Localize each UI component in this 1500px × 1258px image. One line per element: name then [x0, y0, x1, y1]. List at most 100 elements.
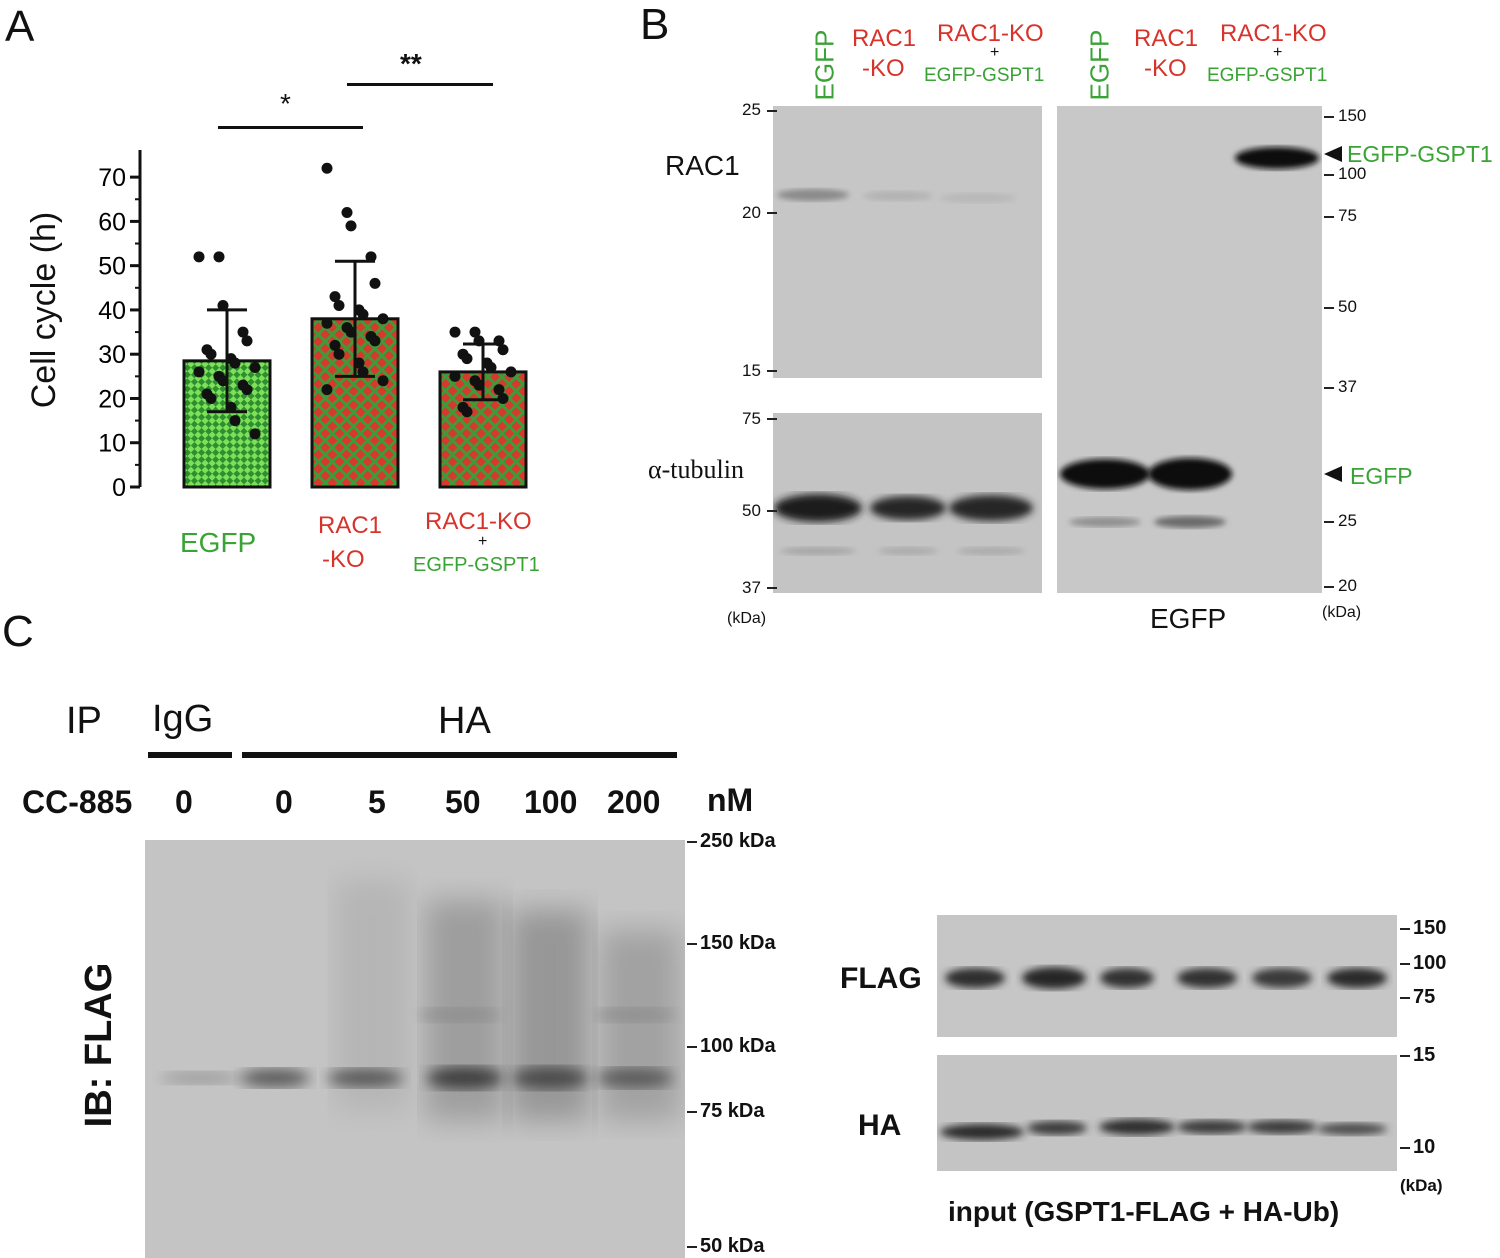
lane-b-right-egfp: EGFP [1084, 29, 1115, 101]
cmarker-75-tick [687, 1111, 697, 1113]
conc-ha-5: 5 [368, 784, 386, 820]
ha-ip-label: HA [438, 700, 491, 742]
cmarker-100-tick [687, 1046, 697, 1048]
lane-b-left-rac1ko-gspt1-3: EGFP-GSPT1 [924, 65, 1045, 86]
blot-input-flag [937, 915, 1397, 1037]
imarker-75-tick [1400, 997, 1410, 999]
data-point-0-19 [249, 428, 261, 440]
flag-blot-label: FLAG [840, 962, 922, 995]
data-point-1-16 [333, 348, 345, 360]
marker-50-tick [767, 510, 777, 512]
lane-b-left-rac1ko-2: -KO [862, 55, 905, 82]
data-point-1-20 [321, 384, 333, 396]
y-tick-label-40: 40 [98, 297, 126, 325]
cmarker-75: 75 kDa [700, 1100, 765, 1122]
data-point-1-4 [369, 277, 381, 289]
rmarker-50: 50 [1338, 297, 1357, 316]
cmarker-150: 150 kDa [700, 932, 776, 954]
left-unit: (kDa) [727, 610, 767, 627]
lane-b-left-rac1ko-gspt1-1: RAC1-KO [937, 20, 1044, 47]
data-point-1-9 [377, 313, 389, 325]
marker-25: 25 [742, 100, 761, 119]
data-point-0-8 [229, 357, 241, 369]
sig-line-1 [218, 126, 363, 129]
sig-star-1: * [280, 88, 291, 119]
panel-b-letter: B [640, 0, 670, 49]
y-tick-label-70: 70 [98, 164, 126, 192]
data-point-2-14 [497, 392, 509, 404]
data-point-1-17 [353, 357, 365, 369]
data-point-2-2 [473, 335, 485, 347]
data-point-1-3 [365, 251, 377, 263]
cmarker-100: 100 kDa [700, 1035, 776, 1057]
data-point-2-12 [473, 379, 485, 391]
group-label-rac1-ko-2: -KO [322, 546, 365, 573]
rmarker-150: 150 [1338, 106, 1367, 125]
panel-a-letter: A [5, 2, 35, 51]
data-point-0-12 [217, 375, 229, 387]
data-point-1-15 [329, 339, 341, 351]
data-point-0-3 [237, 326, 249, 338]
rmarker-25-tick [1324, 521, 1334, 523]
arrow-egfp-gspt1-icon [1324, 146, 1342, 162]
rmarker-100-tick [1324, 174, 1334, 176]
data-point-0-17 [225, 401, 237, 413]
rmarker-100: 100 [1338, 164, 1367, 183]
cmarker-250-tick [687, 841, 697, 843]
lane-b-left-egfp: EGFP [809, 29, 840, 101]
ib-label: IB: FLAG [78, 962, 120, 1128]
cmarker-50: 50 kDa [700, 1235, 765, 1257]
group-label-rac1ko-gspt1-plus: + [478, 533, 488, 550]
data-point-0-4 [241, 335, 253, 347]
lane-b-right-rac1ko-gspt1-1: RAC1-KO [1220, 20, 1327, 47]
egfp-blot-title: EGFP [1150, 603, 1227, 634]
data-point-0-10 [193, 366, 205, 378]
blot-rac1 [773, 106, 1042, 378]
imarker-100: 100 [1413, 952, 1447, 974]
rac1-blot-label: RAC1 [665, 150, 740, 181]
marker-20: 20 [742, 203, 761, 222]
group-label-egfp: EGFP [180, 527, 257, 558]
marker-25-tick [767, 110, 777, 112]
data-point-1-10 [321, 317, 333, 329]
lane-b-right-rac1ko-2: -KO [1144, 55, 1187, 82]
data-point-2-0 [449, 326, 461, 338]
data-point-1-5 [329, 291, 341, 303]
rmarker-20-tick [1324, 586, 1334, 588]
y-tick-label-0: 0 [112, 474, 126, 502]
input-title: input (GSPT1-FLAG + HA-Ub) [948, 1196, 1340, 1227]
imarker-75: 75 [1413, 986, 1436, 1008]
input-unit: (kDa) [1400, 1176, 1443, 1195]
data-point-1-8 [357, 308, 369, 320]
data-point-2-4 [497, 344, 509, 356]
rmarker-50-tick [1324, 307, 1334, 309]
conc-unit: nM [707, 782, 754, 818]
data-point-1-2 [345, 220, 357, 232]
data-point-1-0 [321, 162, 333, 174]
data-point-1-6 [333, 300, 345, 312]
rmarker-37: 37 [1338, 377, 1357, 396]
data-point-1-14 [369, 335, 381, 347]
data-point-0-16 [205, 392, 217, 404]
conc-ha-200: 200 [607, 784, 661, 820]
conc-ha-50: 50 [445, 784, 481, 820]
data-point-1-19 [377, 375, 389, 387]
cmarker-150-tick [687, 943, 697, 945]
data-point-0-2 [217, 300, 229, 312]
igg-label: IgG [152, 698, 214, 740]
data-point-0-6 [205, 348, 217, 360]
data-point-2-6 [461, 353, 473, 365]
conc-ha-100: 100 [524, 784, 578, 820]
group-label-rac1ko-gspt1-1: RAC1-KO [425, 508, 532, 535]
arrow-egfp-icon [1324, 466, 1342, 482]
data-point-0-14 [241, 384, 253, 396]
y-tick-label-50: 50 [98, 253, 126, 281]
y-axis-label: Cell cycle (h) [25, 211, 63, 409]
panel-a-chart: 0 10 20 30 40 50 60 70 [98, 150, 528, 502]
data-point-0-0 [193, 251, 205, 263]
conc-igg-0: 0 [175, 784, 193, 820]
ha-blot-label: HA [858, 1109, 902, 1142]
arrow-egfp-label: EGFP [1350, 463, 1413, 489]
cmarker-50-tick [687, 1246, 697, 1248]
data-point-1-1 [341, 207, 353, 219]
